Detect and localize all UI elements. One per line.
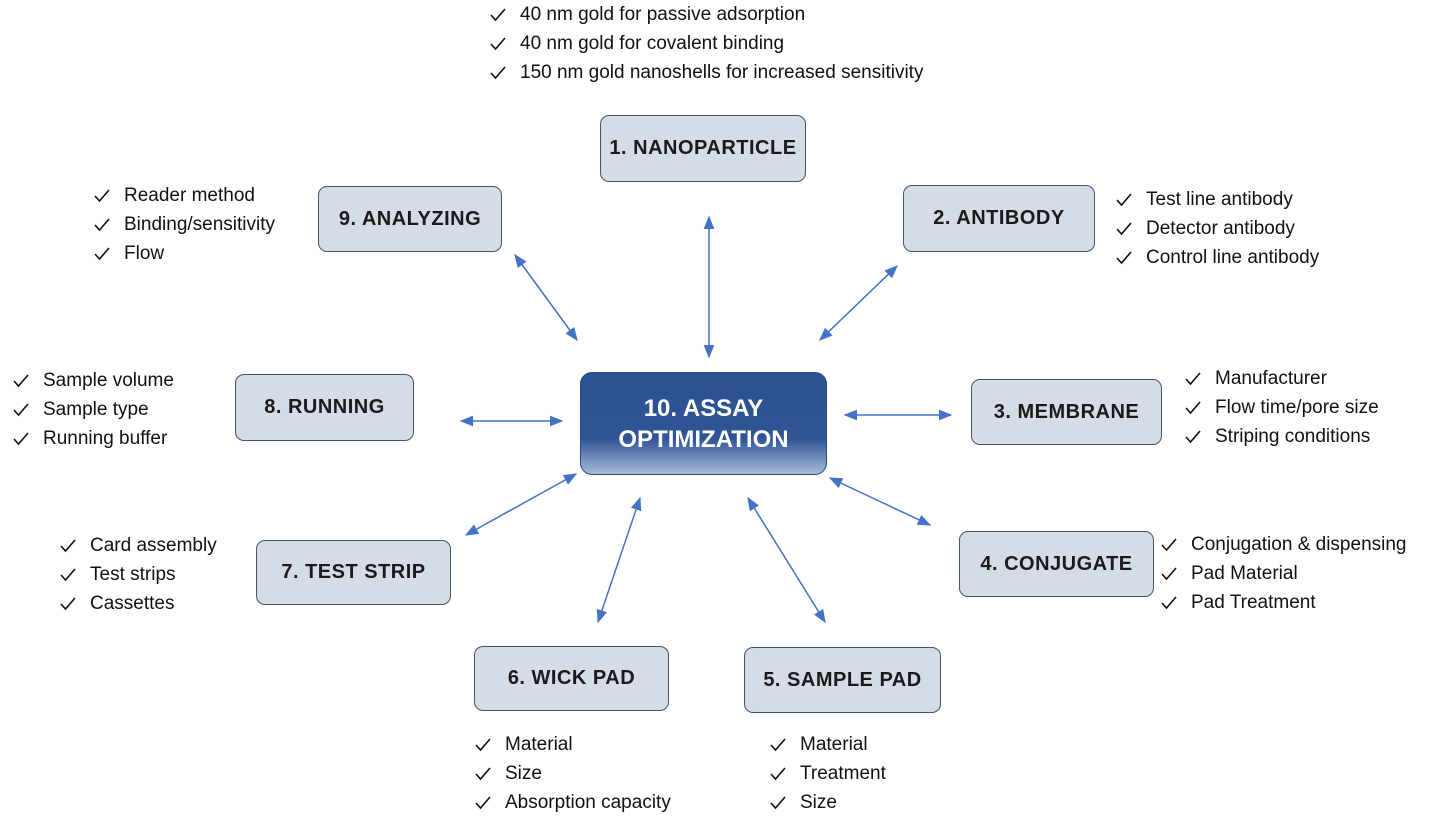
item-text: Pad Treatment [1191, 592, 1316, 613]
check-icon [60, 568, 76, 582]
node-box: 5. SAMPLE PAD [744, 647, 941, 713]
item-text: 150 nm gold nanoshells for increased sen… [520, 62, 924, 83]
item-text: Flow [124, 243, 165, 264]
item-text: Running buffer [43, 428, 168, 449]
connector-arrow [828, 477, 932, 526]
item-text: Flow time/pore size [1215, 397, 1379, 418]
item-text: Absorption capacity [505, 792, 671, 813]
check-icon [490, 66, 506, 80]
item-text: Size [505, 763, 542, 784]
check-icon [770, 738, 786, 752]
item-text: Conjugation & dispensing [1191, 534, 1407, 555]
item-text: Test line antibody [1146, 189, 1293, 210]
check-icon [1116, 222, 1132, 236]
check-icon [94, 218, 110, 232]
node-box: 8. RUNNING [235, 374, 414, 441]
node-box: 3. MEMBRANE [971, 379, 1162, 445]
check-icon [1116, 251, 1132, 265]
connector-arrow [747, 496, 826, 624]
item-text: Material [800, 734, 868, 755]
check-icon [1185, 401, 1201, 415]
item-text: Binding/sensitivity [124, 214, 276, 235]
check-icon [94, 247, 110, 261]
check-icon [13, 403, 29, 417]
check-icon [490, 8, 506, 22]
check-icon [770, 796, 786, 810]
check-icon [13, 432, 29, 446]
check-icon [475, 738, 491, 752]
check-icon [1116, 193, 1132, 207]
node-box: 4. CONJUGATE [959, 531, 1154, 597]
item-text: Card assembly [90, 535, 217, 556]
item-text: Manufacturer [1215, 368, 1327, 389]
connector-arrow [596, 496, 642, 624]
item-text: Reader method [124, 185, 255, 206]
check-icon [490, 37, 506, 51]
node-box: 1. NANOPARTICLE [600, 115, 806, 182]
node-box: 2. ANTIBODY [903, 185, 1095, 252]
item-text: Material [505, 734, 573, 755]
item-text: Detector antibody [1146, 218, 1295, 239]
node-box: 6. WICK PAD [474, 646, 669, 711]
item-text: Sample type [43, 399, 149, 420]
connector-arrow [464, 473, 578, 536]
check-icon [1185, 372, 1201, 386]
node-box: 9. ANALYZING [318, 186, 502, 252]
item-text: Control line antibody [1146, 247, 1320, 268]
item-text: 40 nm gold for passive adsorption [520, 4, 806, 25]
item-text: Size [800, 792, 837, 813]
check-icon [60, 539, 76, 553]
check-icon [60, 597, 76, 611]
item-text: Treatment [800, 763, 886, 784]
check-icon [1185, 430, 1201, 444]
connector-arrow [819, 265, 898, 341]
check-icon [1161, 596, 1177, 610]
check-icon [1161, 567, 1177, 581]
item-text: Cassettes [90, 593, 175, 614]
item-text: Pad Material [1191, 563, 1298, 584]
item-text: 40 nm gold for covalent binding [520, 33, 785, 54]
check-icon [770, 767, 786, 781]
node-box: 7. TEST STRIP [256, 540, 451, 605]
center-node: 10. ASSAY OPTIMIZATION [580, 372, 827, 475]
connector-arrow [514, 253, 578, 342]
check-icon [475, 767, 491, 781]
item-text: Sample volume [43, 370, 174, 391]
check-icon [1161, 538, 1177, 552]
item-text: Test strips [90, 564, 176, 585]
check-icon [475, 796, 491, 810]
item-text: Striping conditions [1215, 426, 1371, 447]
check-icon [13, 374, 29, 388]
check-icon [94, 189, 110, 203]
